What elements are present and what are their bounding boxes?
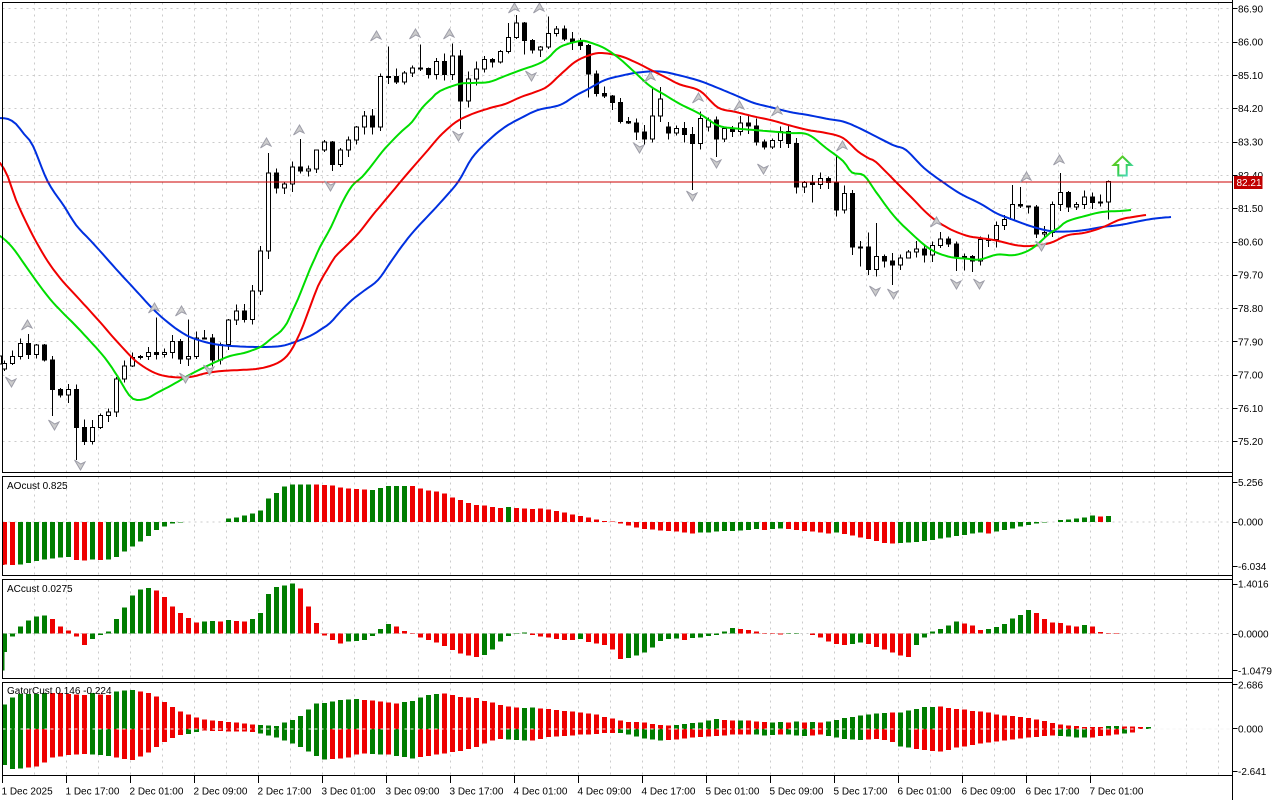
svg-text:85.10: 85.10 [1238,71,1263,82]
svg-text:5.256: 5.256 [1238,478,1263,489]
svg-text:AOcust 0.825: AOcust 0.825 [7,481,68,492]
svg-text:79.70: 79.70 [1238,271,1263,282]
svg-text:3 Dec 17:00: 3 Dec 17:00 [450,787,504,798]
svg-text:86.00: 86.00 [1238,38,1263,49]
svg-text:2 Dec 01:00: 2 Dec 01:00 [130,787,184,798]
svg-text:82.21: 82.21 [1237,178,1262,189]
svg-text:0.0000: 0.0000 [1238,629,1269,640]
svg-text:1.4016: 1.4016 [1238,579,1269,590]
svg-text:ACcust 0.0275: ACcust 0.0275 [7,584,73,595]
svg-text:83.30: 83.30 [1238,137,1263,148]
svg-text:6 Dec 01:00: 6 Dec 01:00 [898,787,952,798]
svg-text:5 Dec 01:00: 5 Dec 01:00 [706,787,760,798]
svg-text:1 Dec 2025: 1 Dec 2025 [2,787,54,798]
svg-text:78.80: 78.80 [1238,304,1263,315]
svg-text:80.60: 80.60 [1238,237,1263,248]
svg-text:2 Dec 09:00: 2 Dec 09:00 [194,787,248,798]
svg-text:3 Dec 09:00: 3 Dec 09:00 [386,787,440,798]
svg-text:76.10: 76.10 [1238,404,1263,415]
svg-text:4 Dec 01:00: 4 Dec 01:00 [514,787,568,798]
svg-text:0.000: 0.000 [1238,724,1263,735]
svg-text:4 Dec 17:00: 4 Dec 17:00 [642,787,696,798]
svg-text:6 Dec 17:00: 6 Dec 17:00 [1026,787,1080,798]
svg-text:75.20: 75.20 [1238,437,1263,448]
svg-text:GatorCust 0.146 -0.224: GatorCust 0.146 -0.224 [7,686,112,697]
svg-text:-1.0479: -1.0479 [1238,666,1272,677]
svg-text:5 Dec 17:00: 5 Dec 17:00 [834,787,888,798]
svg-text:4 Dec 09:00: 4 Dec 09:00 [578,787,632,798]
svg-text:1 Dec 17:00: 1 Dec 17:00 [66,787,120,798]
svg-text:-6.034: -6.034 [1238,562,1267,573]
svg-text:0.000: 0.000 [1238,518,1263,529]
svg-text:81.50: 81.50 [1238,204,1263,215]
svg-text:6 Dec 09:00: 6 Dec 09:00 [962,787,1016,798]
svg-text:84.20: 84.20 [1238,104,1263,115]
svg-text:2.686: 2.686 [1238,680,1263,691]
svg-text:5 Dec 09:00: 5 Dec 09:00 [770,787,824,798]
svg-text:77.90: 77.90 [1238,337,1263,348]
svg-text:2 Dec 17:00: 2 Dec 17:00 [258,787,312,798]
svg-text:77.00: 77.00 [1238,371,1263,382]
svg-text:3 Dec 01:00: 3 Dec 01:00 [322,787,376,798]
svg-text:7 Dec 01:00: 7 Dec 01:00 [1090,787,1144,798]
svg-text:-2.641: -2.641 [1238,767,1267,778]
svg-text:86.90: 86.90 [1238,4,1263,15]
